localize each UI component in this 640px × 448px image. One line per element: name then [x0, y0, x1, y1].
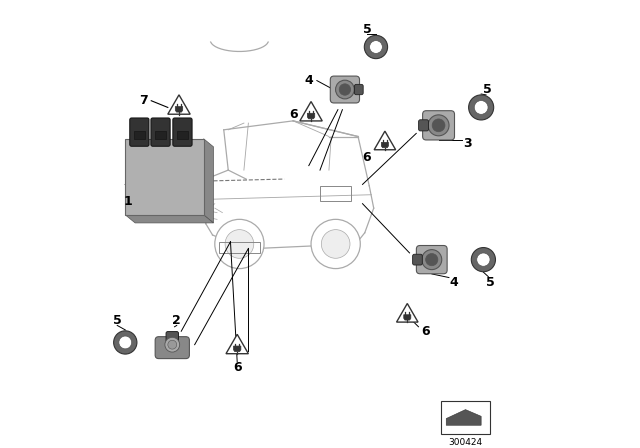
Text: 1: 1 — [124, 195, 132, 208]
FancyBboxPatch shape — [130, 118, 149, 146]
FancyBboxPatch shape — [173, 118, 192, 146]
FancyBboxPatch shape — [355, 84, 363, 95]
Circle shape — [321, 230, 350, 258]
Bar — [441, 401, 490, 434]
Bar — [177, 131, 188, 139]
Circle shape — [311, 220, 360, 269]
Circle shape — [432, 119, 445, 132]
Circle shape — [225, 230, 253, 258]
Polygon shape — [381, 142, 388, 148]
Text: 6: 6 — [363, 151, 371, 164]
Circle shape — [428, 115, 449, 136]
Circle shape — [339, 84, 351, 95]
Polygon shape — [168, 95, 190, 114]
Text: 5: 5 — [113, 314, 122, 327]
FancyBboxPatch shape — [417, 246, 447, 274]
Text: 6: 6 — [233, 362, 241, 375]
Polygon shape — [204, 139, 214, 223]
Polygon shape — [234, 346, 241, 352]
FancyBboxPatch shape — [422, 111, 454, 140]
FancyBboxPatch shape — [413, 254, 422, 265]
Circle shape — [168, 340, 177, 349]
Text: 5: 5 — [483, 83, 492, 96]
Polygon shape — [397, 303, 418, 322]
Text: 4: 4 — [450, 276, 459, 289]
Text: 3: 3 — [463, 137, 472, 150]
Bar — [134, 131, 145, 139]
FancyBboxPatch shape — [330, 76, 360, 103]
Text: 6: 6 — [421, 325, 429, 338]
Circle shape — [468, 95, 493, 120]
Circle shape — [422, 250, 442, 270]
FancyBboxPatch shape — [151, 118, 170, 146]
Circle shape — [114, 331, 137, 354]
Text: 5: 5 — [363, 22, 371, 35]
Circle shape — [369, 41, 382, 53]
FancyBboxPatch shape — [419, 120, 429, 131]
Text: 300424: 300424 — [449, 438, 483, 447]
FancyBboxPatch shape — [155, 336, 189, 358]
Circle shape — [426, 254, 438, 266]
Polygon shape — [307, 113, 315, 119]
Text: 7: 7 — [139, 94, 148, 107]
Polygon shape — [404, 315, 411, 320]
Polygon shape — [226, 334, 248, 354]
Circle shape — [364, 35, 388, 59]
Polygon shape — [374, 131, 396, 150]
Bar — [155, 131, 166, 139]
Bar — [125, 139, 204, 215]
Text: 4: 4 — [305, 74, 313, 87]
Polygon shape — [446, 409, 481, 425]
Circle shape — [474, 100, 488, 114]
Circle shape — [215, 220, 264, 269]
Text: 5: 5 — [486, 276, 495, 289]
Text: 6: 6 — [289, 108, 298, 121]
Polygon shape — [300, 102, 322, 121]
Polygon shape — [125, 215, 214, 223]
Circle shape — [471, 248, 495, 272]
Text: 2: 2 — [172, 314, 181, 327]
Circle shape — [477, 253, 490, 266]
Circle shape — [119, 336, 132, 349]
FancyBboxPatch shape — [166, 332, 179, 342]
Circle shape — [335, 80, 355, 99]
Polygon shape — [175, 107, 182, 112]
Circle shape — [165, 337, 180, 352]
